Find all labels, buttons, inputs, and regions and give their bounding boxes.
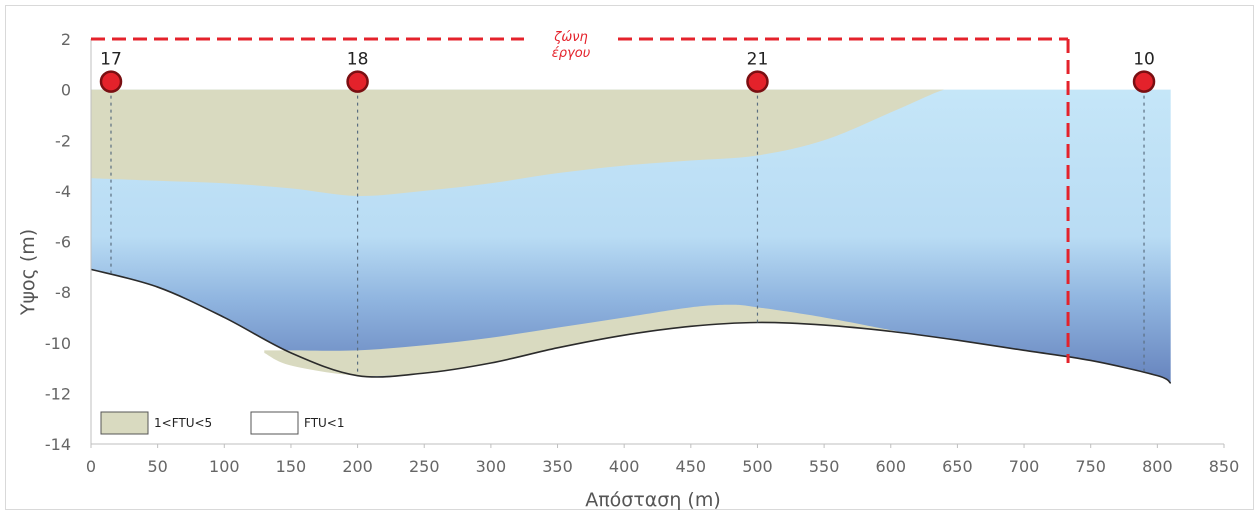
y-tick-label: -6 — [55, 233, 71, 252]
y-tick-label: -10 — [45, 334, 71, 353]
x-tick-label: 0 — [86, 457, 96, 476]
x-tick-label: 600 — [875, 457, 906, 476]
project-zone-label-line2: έργου — [552, 46, 591, 61]
y-tick-label: -12 — [45, 384, 71, 403]
x-tick-label: 750 — [1075, 457, 1106, 476]
station-18-marker — [346, 70, 369, 93]
project-zone-label-line1: ζώνη — [553, 30, 587, 45]
station-17-marker — [99, 70, 123, 93]
legend-swatch-turbid — [100, 411, 149, 435]
station-21-marker — [746, 70, 769, 93]
x-tick-label: 450 — [676, 457, 707, 476]
x-tick-label: 550 — [809, 457, 840, 476]
station-10-marker — [1132, 70, 1156, 93]
station-17-label: 17 — [100, 50, 122, 70]
legend: 1<FTU<5 FTU<1 — [100, 411, 345, 435]
x-tick-label: 500 — [742, 457, 773, 476]
y-tick-label: -14 — [45, 435, 71, 454]
x-tick-label: 400 — [609, 457, 640, 476]
x-tick-label: 700 — [1009, 457, 1040, 476]
station-21-label: 21 — [747, 50, 769, 70]
y-tick-label: -4 — [55, 182, 71, 201]
y-tick-label: 0 — [61, 81, 71, 100]
seabed-line — [90, 268, 1172, 384]
station-10-label: 10 — [1133, 50, 1155, 70]
x-tick-label: 150 — [276, 457, 307, 476]
x-tick-label: 350 — [542, 457, 573, 476]
y-axis-label: Υψος (m) — [17, 229, 39, 316]
x-tick-label: 850 — [1209, 457, 1240, 476]
legend-label-clear: FTU<1 — [304, 416, 345, 430]
x-tick-label: 650 — [942, 457, 973, 476]
y-tick-label: -2 — [55, 131, 71, 150]
station-18-label: 18 — [347, 50, 369, 70]
legend-label-turbid: 1<FTU<5 — [154, 416, 212, 430]
x-tick-label: 200 — [342, 457, 373, 476]
x-tick-label: 100 — [209, 457, 240, 476]
x-axis-label: Απόσταση (m) — [585, 489, 721, 511]
y-tick-label: -8 — [55, 283, 71, 302]
y-tick-label: 2 — [61, 30, 71, 49]
turbid-layer-1 — [91, 89, 945, 196]
x-tick-label: 250 — [409, 457, 440, 476]
x-tick-label: 50 — [147, 457, 167, 476]
x-tick-label: 800 — [1142, 457, 1173, 476]
legend-swatch-clear — [250, 411, 299, 435]
x-tick-label: 300 — [476, 457, 507, 476]
